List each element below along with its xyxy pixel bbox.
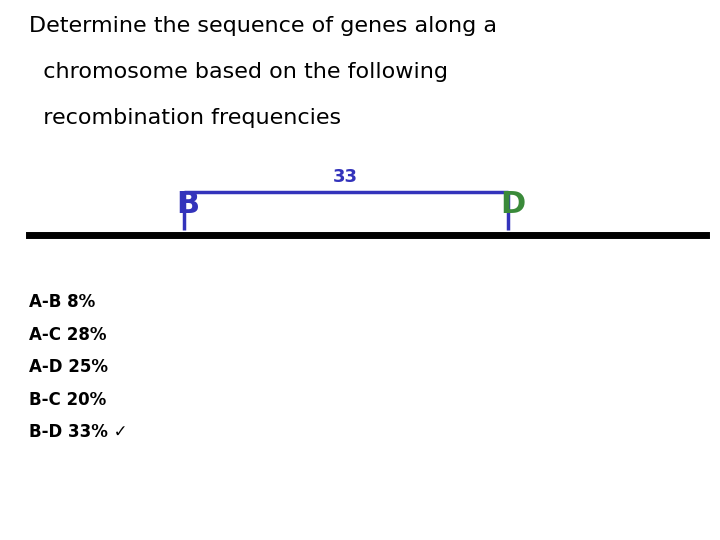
Text: Determine the sequence of genes along a: Determine the sequence of genes along a: [29, 16, 497, 36]
Text: A-C 28%: A-C 28%: [29, 326, 107, 344]
Text: D: D: [500, 190, 526, 219]
Text: B-D 33% ✓: B-D 33% ✓: [29, 423, 127, 441]
Text: chromosome based on the following: chromosome based on the following: [29, 62, 448, 82]
Text: recombination frequencies: recombination frequencies: [29, 108, 341, 128]
Text: B: B: [176, 190, 199, 219]
Text: 33: 33: [333, 168, 358, 186]
Text: B-C 20%: B-C 20%: [29, 390, 106, 409]
Text: A-D 25%: A-D 25%: [29, 358, 108, 376]
Text: A-B 8%: A-B 8%: [29, 293, 95, 312]
